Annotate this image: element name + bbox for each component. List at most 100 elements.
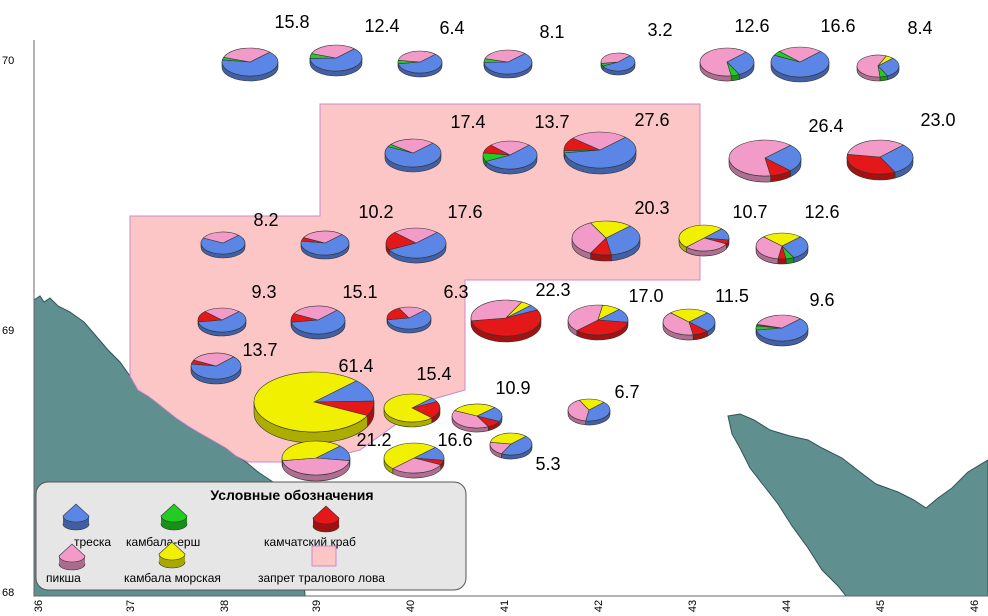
lat-tick-label: 68 — [2, 587, 14, 599]
station-catch-label: 12.4 — [364, 16, 399, 36]
legend-item-plaice: камбала морская — [124, 541, 221, 585]
station-catch-label: 11.5 — [715, 286, 749, 306]
pie-slice-plaice — [454, 403, 496, 417]
station-catch-label: 21.2 — [356, 430, 391, 450]
pie-slice-plaice — [589, 220, 631, 239]
legend-swatch-closed-area — [311, 545, 337, 567]
station-catch-label: 17.6 — [447, 202, 482, 222]
lat-tick-label: 70 — [2, 55, 14, 67]
pie-slice-plaice — [281, 440, 341, 461]
station-pie — [300, 230, 350, 260]
pie-slice-plaice — [505, 301, 532, 319]
pie-slice-haddock — [204, 307, 240, 321]
catch-pie-charts — [190, 44, 914, 482]
pie-slice-plaice — [489, 432, 527, 445]
station-catch-label: 8.2 — [253, 210, 278, 230]
station-catch-label: 12.6 — [804, 202, 839, 222]
pie-slice-cod — [564, 136, 637, 169]
pie-slice-cod — [605, 225, 641, 256]
closed-trawl-zone — [129, 103, 701, 463]
legend-symbol-plaice-icon — [158, 541, 186, 561]
station-catch-label: 61.4 — [338, 356, 373, 376]
pie-slice-plaice — [383, 393, 433, 423]
station-catch-label: 27.6 — [634, 110, 669, 130]
legend: Условные обозначения треска камбала-ерш ка… — [35, 481, 467, 591]
station-catch-label: 10.7 — [732, 202, 767, 222]
pie-slice-haddock — [451, 410, 489, 429]
station-pie — [770, 46, 830, 83]
station-pie — [482, 140, 538, 175]
station-pie — [385, 227, 447, 264]
pie-slice-haddock — [202, 231, 240, 244]
station-catch-label: 6.7 — [614, 382, 639, 402]
pie-slice-cod — [309, 48, 363, 72]
pie-slice-haddock — [856, 54, 887, 78]
station-catch-label: 16.6 — [820, 16, 855, 36]
pie-slice-haddock — [567, 304, 604, 331]
legend-label-plaice: камбала морская — [124, 571, 221, 585]
station-pie — [451, 403, 503, 433]
pie-slice-cod — [485, 144, 538, 170]
station-pie — [489, 432, 533, 460]
station-pie — [846, 139, 914, 181]
pie-slice-cod — [726, 51, 755, 75]
lat-tick-label: 69 — [2, 325, 14, 337]
legend-label-crab: камчатский краб — [264, 535, 356, 549]
station-catch-label: 10.9 — [495, 378, 530, 398]
pie-slice-haddock — [490, 140, 530, 156]
legend-label-cod: треска — [74, 535, 111, 549]
station-catch-label: 16.6 — [437, 430, 472, 450]
pie-slice-cod — [290, 309, 346, 335]
station-pie — [571, 220, 641, 262]
station-pie — [386, 306, 432, 334]
station-pie — [699, 47, 755, 82]
pie-slice-haddock — [193, 352, 235, 367]
legend-symbol-dab-icon — [160, 503, 188, 523]
pie-slice-haddock — [470, 299, 523, 322]
station-catch-label: 20.3 — [634, 198, 669, 218]
pie-slice-cod — [688, 312, 716, 332]
pie-slice-cod — [755, 318, 809, 342]
pie-slice-cod — [877, 57, 900, 77]
station-pie — [309, 44, 363, 77]
lon-tick-label: 41 — [499, 600, 511, 612]
pie-slice-cod — [602, 55, 636, 72]
station-catch-label: 5.3 — [535, 454, 560, 474]
pie-slice-haddock — [223, 47, 271, 63]
station-pie — [190, 352, 242, 385]
station-pie — [383, 393, 441, 428]
pie-slice-haddock — [484, 49, 526, 63]
catch-value-labels: 15.8 12.4 6.4 8.1 3.2 12.6 16.6 8.4 17.4 13.7 27.6… — [242, 12, 955, 474]
lon-tick-label: 40 — [405, 600, 417, 612]
station-pie — [563, 131, 637, 175]
pie-slice-plaice — [762, 232, 802, 247]
pie-slice-cod — [483, 53, 533, 75]
pie-slice-crab — [576, 319, 629, 336]
pie-slice-cod — [500, 435, 533, 456]
pie-slice-haddock — [600, 52, 631, 64]
legend-items: треска камбала-ерш камчатский краб пикша кам… — [46, 503, 385, 585]
legend-label-haddock: пикша — [46, 571, 81, 585]
lon-tick-label: 45 — [875, 600, 887, 612]
legend-symbol-crab-icon — [312, 505, 340, 525]
legend-item-haddock: пикша — [46, 543, 86, 585]
pie-slice-cod — [300, 234, 350, 256]
station-catch-label: 3.2 — [647, 20, 672, 40]
pie-slice-haddock — [311, 44, 356, 59]
pie-slice-cod — [770, 51, 830, 78]
pie-slice-haddock — [662, 312, 694, 336]
station-catch-label: 6.3 — [443, 282, 468, 302]
pie-slice-cod — [200, 234, 246, 255]
station-catch-label: 10.2 — [358, 202, 393, 222]
legend-item-dab: камбала-ерш — [126, 503, 200, 549]
pie-slice-crab — [471, 309, 542, 337]
land-kanin-peninsula — [727, 413, 988, 597]
pie-slice-haddock — [398, 306, 426, 319]
station-pie — [290, 305, 346, 340]
pie-slice-haddock — [567, 399, 590, 422]
station-pie — [755, 232, 809, 265]
pie-slice-plaice — [253, 371, 369, 433]
legend-box — [35, 481, 467, 591]
station-pie — [470, 299, 542, 343]
station-pie — [221, 47, 279, 82]
